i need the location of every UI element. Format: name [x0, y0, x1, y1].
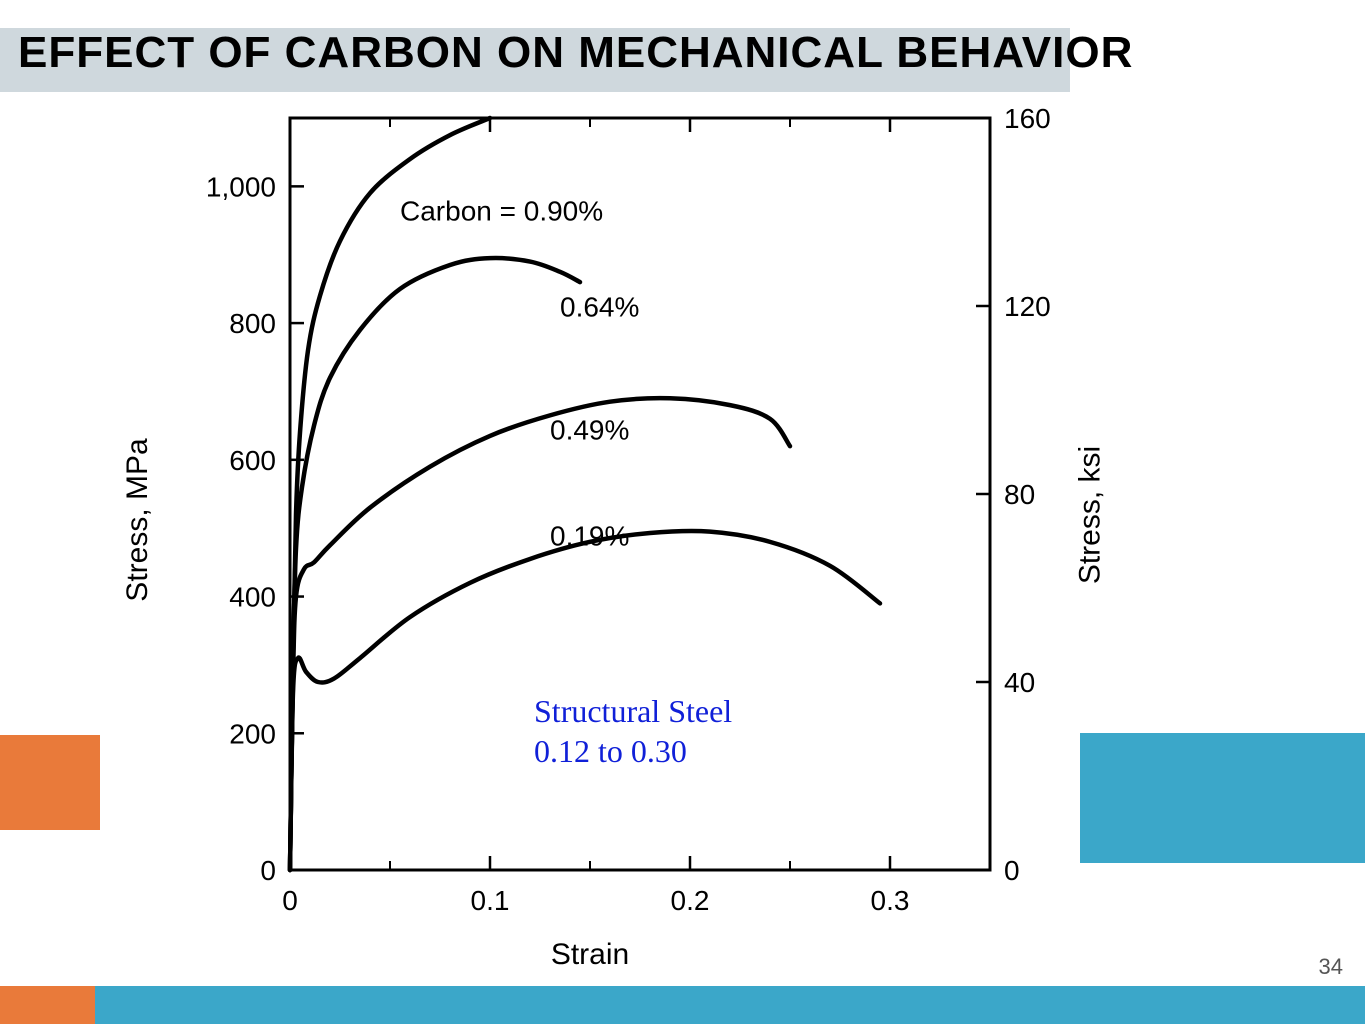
- y-axis-label-left: Stress, MPa: [121, 438, 155, 601]
- svg-text:0.2: 0.2: [671, 885, 710, 916]
- svg-text:40: 40: [1004, 667, 1035, 698]
- svg-text:0: 0: [260, 855, 276, 886]
- svg-text:0: 0: [1004, 855, 1020, 886]
- svg-text:0.64%: 0.64%: [560, 291, 639, 322]
- svg-text:0: 0: [282, 885, 298, 916]
- svg-text:1,000: 1,000: [206, 171, 276, 202]
- svg-text:120: 120: [1004, 291, 1051, 322]
- y-axis-label-right: Stress, ksi: [1073, 446, 1107, 584]
- svg-text:0.49%: 0.49%: [550, 414, 629, 445]
- decor-orange-block: [0, 735, 105, 830]
- svg-text:200: 200: [229, 718, 276, 749]
- svg-text:0.19%: 0.19%: [550, 520, 629, 551]
- svg-text:80: 80: [1004, 479, 1035, 510]
- x-axis-label: Strain: [551, 938, 629, 972]
- stress-strain-chart: 0 0.1 0.2 0.3 0 200 400 600 800 1,000 0 40 80 120 160 C…: [100, 100, 1080, 970]
- svg-text:0.3: 0.3: [871, 885, 910, 916]
- structural-steel-annotation: Structural Steel 0.12 to 0.30: [534, 691, 732, 771]
- svg-text:Carbon = 0.90%: Carbon = 0.90%: [400, 196, 603, 227]
- page-title: EFFECT OF CARBON ON MECHANICAL BEHAVIOR: [18, 28, 1133, 78]
- decor-blue-block: [1050, 733, 1365, 863]
- svg-text:160: 160: [1004, 103, 1051, 134]
- svg-text:0.1: 0.1: [471, 885, 510, 916]
- annotation-line1: Structural Steel: [534, 693, 732, 729]
- svg-text:400: 400: [229, 582, 276, 613]
- chart-svg: 0 0.1 0.2 0.3 0 200 400 600 800 1,000 0 40 80 120 160 C…: [100, 100, 1080, 970]
- footer-bar: [0, 986, 1365, 1024]
- page-number: 34: [1319, 954, 1343, 980]
- annotation-line2: 0.12 to 0.30: [534, 733, 687, 769]
- svg-text:800: 800: [229, 308, 276, 339]
- svg-text:600: 600: [229, 445, 276, 476]
- footer-orange-accent: [0, 986, 95, 1024]
